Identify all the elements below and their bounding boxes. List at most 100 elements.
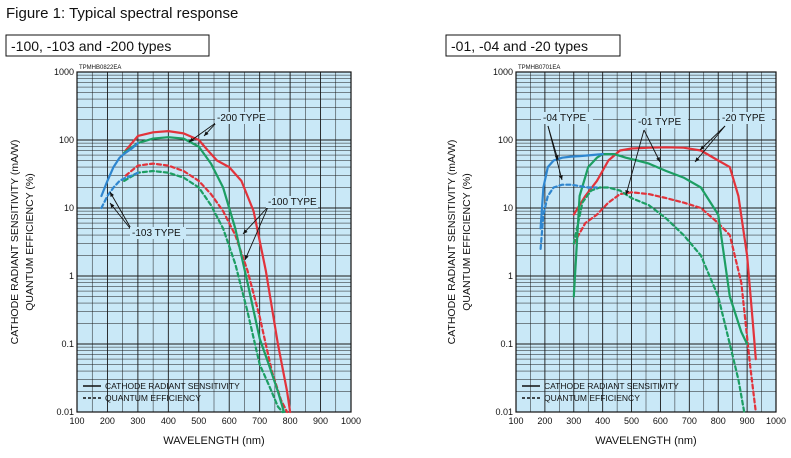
y-tick-label: 10 <box>503 203 513 213</box>
series-line-red-dashed <box>124 162 289 414</box>
annotation-bg <box>720 112 772 124</box>
x-tick-label: 800 <box>283 416 298 426</box>
annotation-label: -100 TYPE <box>268 197 317 208</box>
y-axis-label: CATHODE RADIANT SENSITIVITY (mA/W) <box>9 140 21 345</box>
grid <box>76 72 352 413</box>
panel-title: -01, -04 and -20 types <box>451 38 588 54</box>
annotation-arrow <box>188 121 218 143</box>
y-tick-label: 1000 <box>54 67 74 77</box>
x-axis-label: WAVELENGTH (nm) <box>163 435 264 447</box>
x-tick-label: 500 <box>624 416 639 426</box>
legend: CATHODE RADIANT SENSITIVITY QUANTUM EFFIC… <box>83 381 240 403</box>
x-tick-label: 400 <box>161 416 176 426</box>
annotation-bg <box>215 112 267 124</box>
figure-title: Figure 1: Typical spectral response <box>6 5 239 22</box>
series-line-red-solid <box>124 130 292 414</box>
y-tick-label: 1 <box>69 271 74 281</box>
y-tick-label: 0.01 <box>56 407 74 417</box>
annotation-arrowhead <box>695 157 700 162</box>
series-line-green-dashed <box>572 186 746 414</box>
y-tick-label: 1 <box>508 271 513 281</box>
y-tick-label: 10 <box>64 203 74 213</box>
chart-panel-1: -100, -103 and -200 types TPMHB0822EA 0.01… <box>5 34 361 447</box>
x-tick-label: 300 <box>130 416 145 426</box>
panel-title: -100, -103 and -200 types <box>11 38 171 54</box>
x-tick-label: 900 <box>740 416 755 426</box>
series-line-blue-dashed <box>539 183 598 250</box>
x-tick-label: 1000 <box>341 416 361 426</box>
annotation-arrowhead <box>245 255 249 260</box>
annotation-arrow <box>242 206 269 235</box>
annotation-bg <box>130 227 186 239</box>
series-line-red-solid <box>572 146 757 361</box>
y-tick-label: 1000 <box>493 67 513 77</box>
x-tick-label: 200 <box>100 416 115 426</box>
plot-frame <box>515 71 777 413</box>
annotation-arrowhead <box>625 190 630 195</box>
annotation-bg <box>636 116 688 128</box>
annotation-arrow <box>547 125 563 181</box>
figure-code: TPMHB0822EA <box>79 65 121 71</box>
figure-code: TPMHB0701EA <box>518 65 560 71</box>
y-tick-label: 100 <box>59 135 74 145</box>
panel-title-box <box>5 34 210 57</box>
annotation-arrowhead <box>204 131 209 136</box>
series-line-blue-dashed <box>100 171 139 210</box>
annotation-bg <box>266 196 318 208</box>
legend-label: QUANTUM EFFICIENCY <box>105 393 201 403</box>
legend-label: CATHODE RADIANT SENSITIVITY <box>105 381 240 391</box>
annotation-arrowhead <box>243 229 248 234</box>
x-tick-label: 600 <box>222 416 237 426</box>
annotation-arrowhead <box>558 175 563 180</box>
annotation-label: -20 TYPE <box>722 113 765 124</box>
annotation-arrow <box>699 125 726 151</box>
y-axis-label: CATHODE RADIANT SENSITIVITY (mA/W) <box>446 140 458 345</box>
x-tick-label: 100 <box>508 416 523 426</box>
annotation-arrow <box>109 191 134 233</box>
annotation-arrowhead <box>656 157 660 162</box>
x-tick-label: 400 <box>595 416 610 426</box>
annotation-label: -200 TYPE <box>217 113 266 124</box>
y-axis-label-2: QUANTUM EFFICIENCY (%) <box>24 173 36 310</box>
x-tick-label: 700 <box>682 416 697 426</box>
x-tick-label: 800 <box>711 416 726 426</box>
annotation-label: -04 TYPE <box>543 113 586 124</box>
series-line-green-solid <box>123 136 286 414</box>
x-tick-label: 500 <box>191 416 206 426</box>
annotation-arrowhead <box>110 192 114 197</box>
legend-label: QUANTUM EFFICIENCY <box>544 393 640 403</box>
annotation-arrow <box>643 129 661 163</box>
legend: CATHODE RADIANT SENSITIVITY QUANTUM EFFIC… <box>522 381 679 403</box>
annotation-label: -103 TYPE <box>132 228 181 239</box>
x-tick-label: 600 <box>653 416 668 426</box>
y-axis-label-2: QUANTUM EFFICIENCY (%) <box>461 173 473 310</box>
x-tick-label: 1000 <box>766 416 786 426</box>
y-tick-label: 0.1 <box>61 339 74 349</box>
series-line-blue-solid <box>100 142 139 198</box>
annotation-arrow <box>625 129 645 196</box>
x-tick-label: 100 <box>69 416 84 426</box>
x-tick-label: 700 <box>252 416 267 426</box>
panel-title-box <box>445 34 621 57</box>
x-tick-label: 900 <box>313 416 328 426</box>
legend-label: CATHODE RADIANT SENSITIVITY <box>544 381 679 391</box>
annotation-arrow <box>109 202 134 233</box>
chart-panel-2: -01, -04 and -20 types TPMHB0701EA 0.01 0.1… <box>445 34 786 447</box>
plot-frame <box>76 71 352 413</box>
y-tick-label: 100 <box>498 135 513 145</box>
annotation-label: -01 TYPE <box>638 117 681 128</box>
y-tick-label: 0.01 <box>495 407 513 417</box>
annotation-arrowhead <box>189 137 194 142</box>
series-line-blue-solid <box>539 153 604 230</box>
annotation-arrow <box>694 125 726 163</box>
x-tick-label: 200 <box>537 416 552 426</box>
x-tick-label: 300 <box>566 416 581 426</box>
annotation-arrowhead <box>700 145 705 150</box>
series-line-green-dashed <box>123 169 284 414</box>
series-line-red-dashed <box>572 191 757 414</box>
annotation-arrowhead <box>110 203 115 208</box>
series-line-green-solid <box>572 153 749 346</box>
annotation-arrow <box>244 206 269 261</box>
x-axis-label: WAVELENGTH (nm) <box>595 435 696 447</box>
